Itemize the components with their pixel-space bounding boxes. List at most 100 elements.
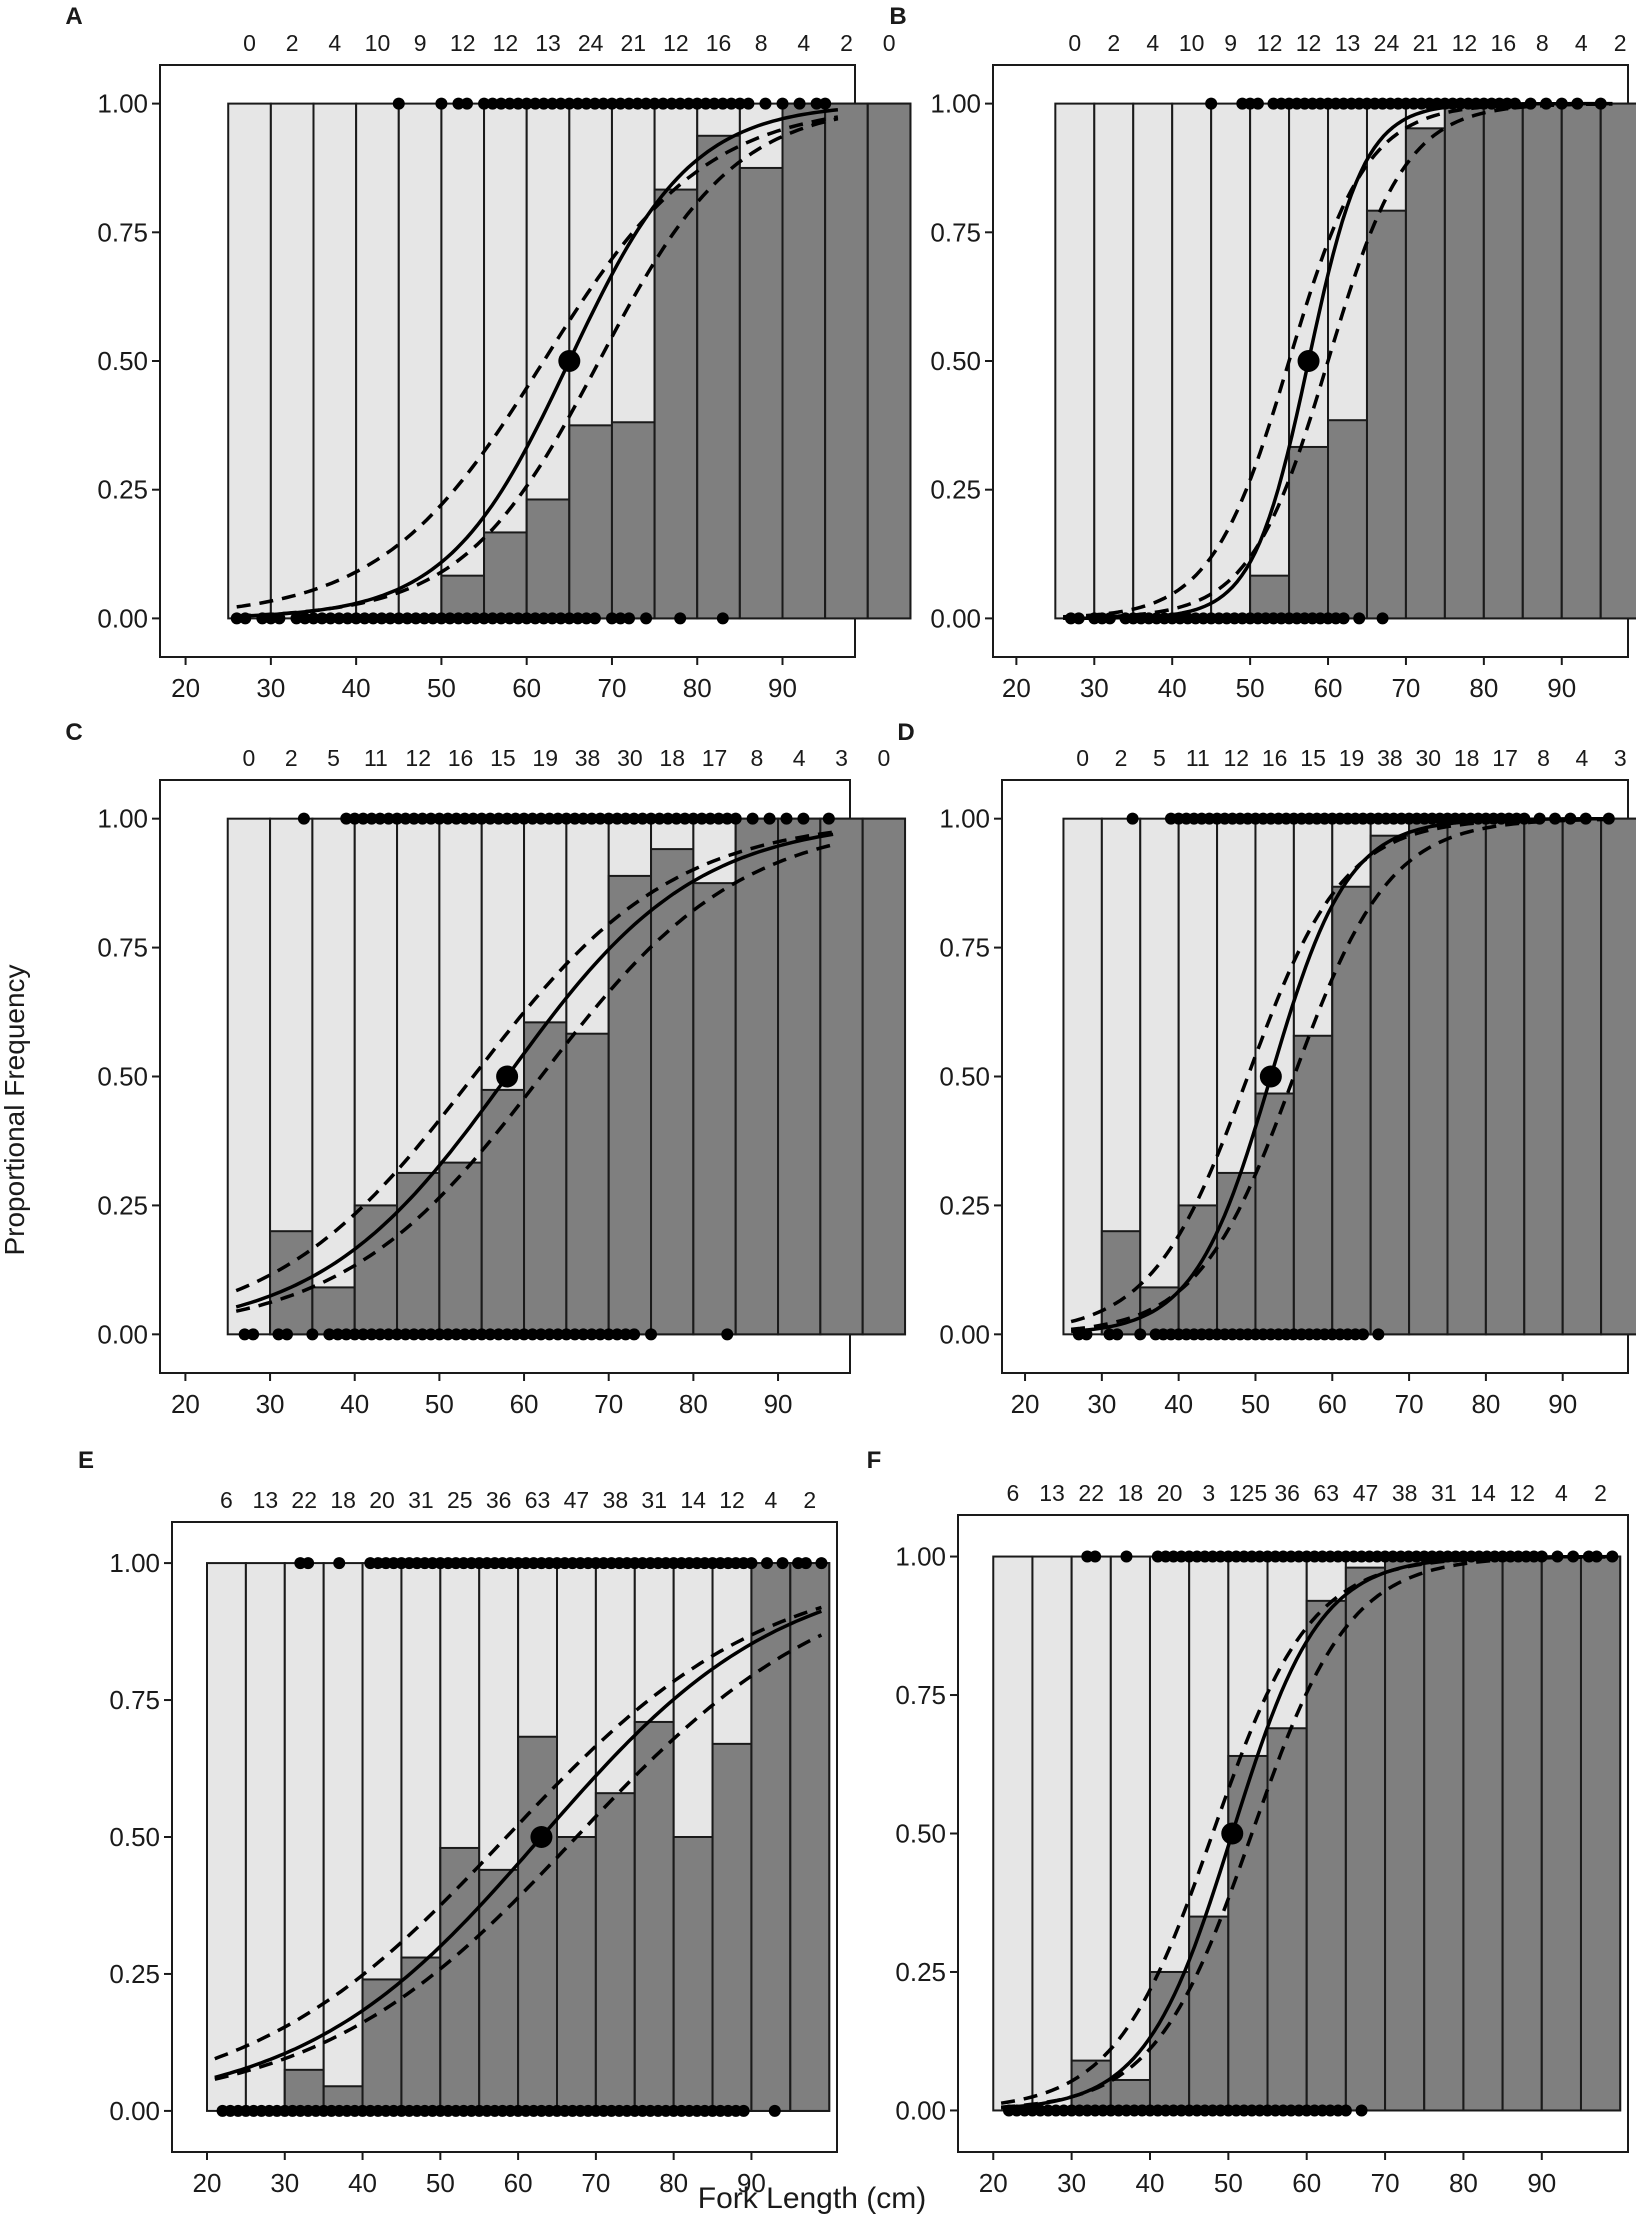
l50-point-a xyxy=(558,350,581,372)
x-tick-label: 60 xyxy=(1292,2168,1321,2198)
panel-letter-d: D xyxy=(897,719,914,746)
point-mature xyxy=(297,812,310,825)
bar-immature-f xyxy=(992,1555,1034,2112)
bar-mature-a xyxy=(568,424,613,620)
x-tick-label: 40 xyxy=(340,1389,369,1419)
panel-letter-c: C xyxy=(65,719,82,746)
n-label: 12 xyxy=(450,30,476,56)
point-immature xyxy=(435,612,448,625)
point-immature xyxy=(401,612,414,625)
point-mature xyxy=(704,812,717,825)
n-label: 30 xyxy=(617,745,643,771)
point-immature xyxy=(272,1328,285,1341)
point-mature xyxy=(776,97,789,110)
bar-mature-b xyxy=(1249,574,1291,620)
x-tick-label: 40 xyxy=(348,2168,377,2198)
n-label: 36 xyxy=(1274,1480,1300,1506)
point-mature xyxy=(563,97,576,110)
point-mature xyxy=(560,812,573,825)
x-tick-label: 30 xyxy=(1087,1389,1116,1419)
y-tick-label: 0.75 xyxy=(939,933,990,963)
bar-immature-a xyxy=(269,102,315,620)
n-label: 18 xyxy=(659,745,685,771)
n-label: 38 xyxy=(603,1487,629,1513)
bar-mature-a xyxy=(738,166,784,620)
y-tick-label: 0.25 xyxy=(939,1190,990,1220)
point-immature xyxy=(1072,612,1085,625)
n-label: 4 xyxy=(764,1487,777,1513)
point-immature xyxy=(1337,612,1350,625)
point-immature xyxy=(323,1328,336,1341)
point-mature xyxy=(746,812,759,825)
n-label: 4 xyxy=(1146,30,1159,56)
bar-mature-b xyxy=(1404,127,1446,620)
bar-mature-e xyxy=(750,1562,792,2112)
bar-mature-c xyxy=(523,1021,568,1336)
x-tick-label: 70 xyxy=(581,2168,610,2198)
point-mature xyxy=(733,97,746,110)
point-immature xyxy=(230,612,243,625)
point-mature xyxy=(1571,97,1584,110)
point-mature xyxy=(661,812,674,825)
x-tick-label: 70 xyxy=(594,1389,623,1419)
point-immature xyxy=(543,1328,556,1341)
point-mature xyxy=(605,97,618,110)
point-immature xyxy=(341,612,354,625)
point-mature xyxy=(819,97,832,110)
x-tick-label: 80 xyxy=(1449,2168,1478,2198)
n-label: 3 xyxy=(835,745,848,771)
n-label: 31 xyxy=(408,1487,434,1513)
fitted-curve-c xyxy=(235,832,834,1309)
point-mature xyxy=(597,97,610,110)
bar-immature-b xyxy=(1093,102,1135,620)
panel-f: F 6 13 22 18 20 3 125 36 63 47 38 31 14 12 4 2 0.00 0.25 0.… xyxy=(867,1447,1629,2198)
point-mature xyxy=(745,1557,758,1570)
point-mature xyxy=(763,812,776,825)
bar-mature-a xyxy=(483,531,528,620)
point-immature xyxy=(467,1328,480,1341)
point-mature xyxy=(588,97,601,110)
n-label: 22 xyxy=(1078,1480,1104,1506)
bar-mature-c xyxy=(734,817,780,1336)
point-immature xyxy=(316,612,329,625)
x-tick-label: 20 xyxy=(171,673,200,703)
point-immature xyxy=(478,612,491,625)
y-tick-label: 0.25 xyxy=(97,475,148,505)
point-mature xyxy=(708,97,721,110)
point-mature xyxy=(492,812,505,825)
bar-mature-b xyxy=(1521,102,1563,620)
point-immature xyxy=(441,1328,454,1341)
point-mature xyxy=(602,812,615,825)
x-tick-label: 30 xyxy=(1057,2168,1086,2198)
point-mature xyxy=(611,812,624,825)
bar-mature-a xyxy=(440,574,486,620)
n-label: 2 xyxy=(285,745,298,771)
point-mature xyxy=(460,97,473,110)
point-mature xyxy=(780,812,793,825)
x-tick-label: 60 xyxy=(510,1389,539,1419)
l50-point-b xyxy=(1297,350,1320,372)
bar-mature-d xyxy=(1561,817,1603,1336)
x-tick-label: 20 xyxy=(1011,1389,1040,1419)
bar-mature-c xyxy=(438,1161,483,1336)
point-mature xyxy=(546,97,559,110)
point-immature xyxy=(1376,612,1389,625)
n-label: 19 xyxy=(532,745,558,771)
n-label: 11 xyxy=(364,745,388,771)
point-immature xyxy=(247,1328,260,1341)
n-label: 12 xyxy=(1257,30,1283,56)
bar-mature-f xyxy=(1344,1566,1387,2112)
point-mature xyxy=(399,812,412,825)
bar-mature-e xyxy=(400,1956,442,2112)
point-mature xyxy=(729,812,742,825)
panel-b: B0241091212132421121684200.000.250.500.7… xyxy=(889,3,1636,703)
panel-letter-b: B xyxy=(889,3,906,30)
point-mature xyxy=(648,97,661,110)
point-mature xyxy=(333,1557,346,1570)
x-tick-label: 70 xyxy=(1391,673,1420,703)
point-immature xyxy=(418,612,431,625)
point-immature xyxy=(307,612,320,625)
point-mature xyxy=(1126,812,1139,825)
point-mature xyxy=(815,1557,828,1570)
l50-point-d xyxy=(1259,1065,1282,1088)
